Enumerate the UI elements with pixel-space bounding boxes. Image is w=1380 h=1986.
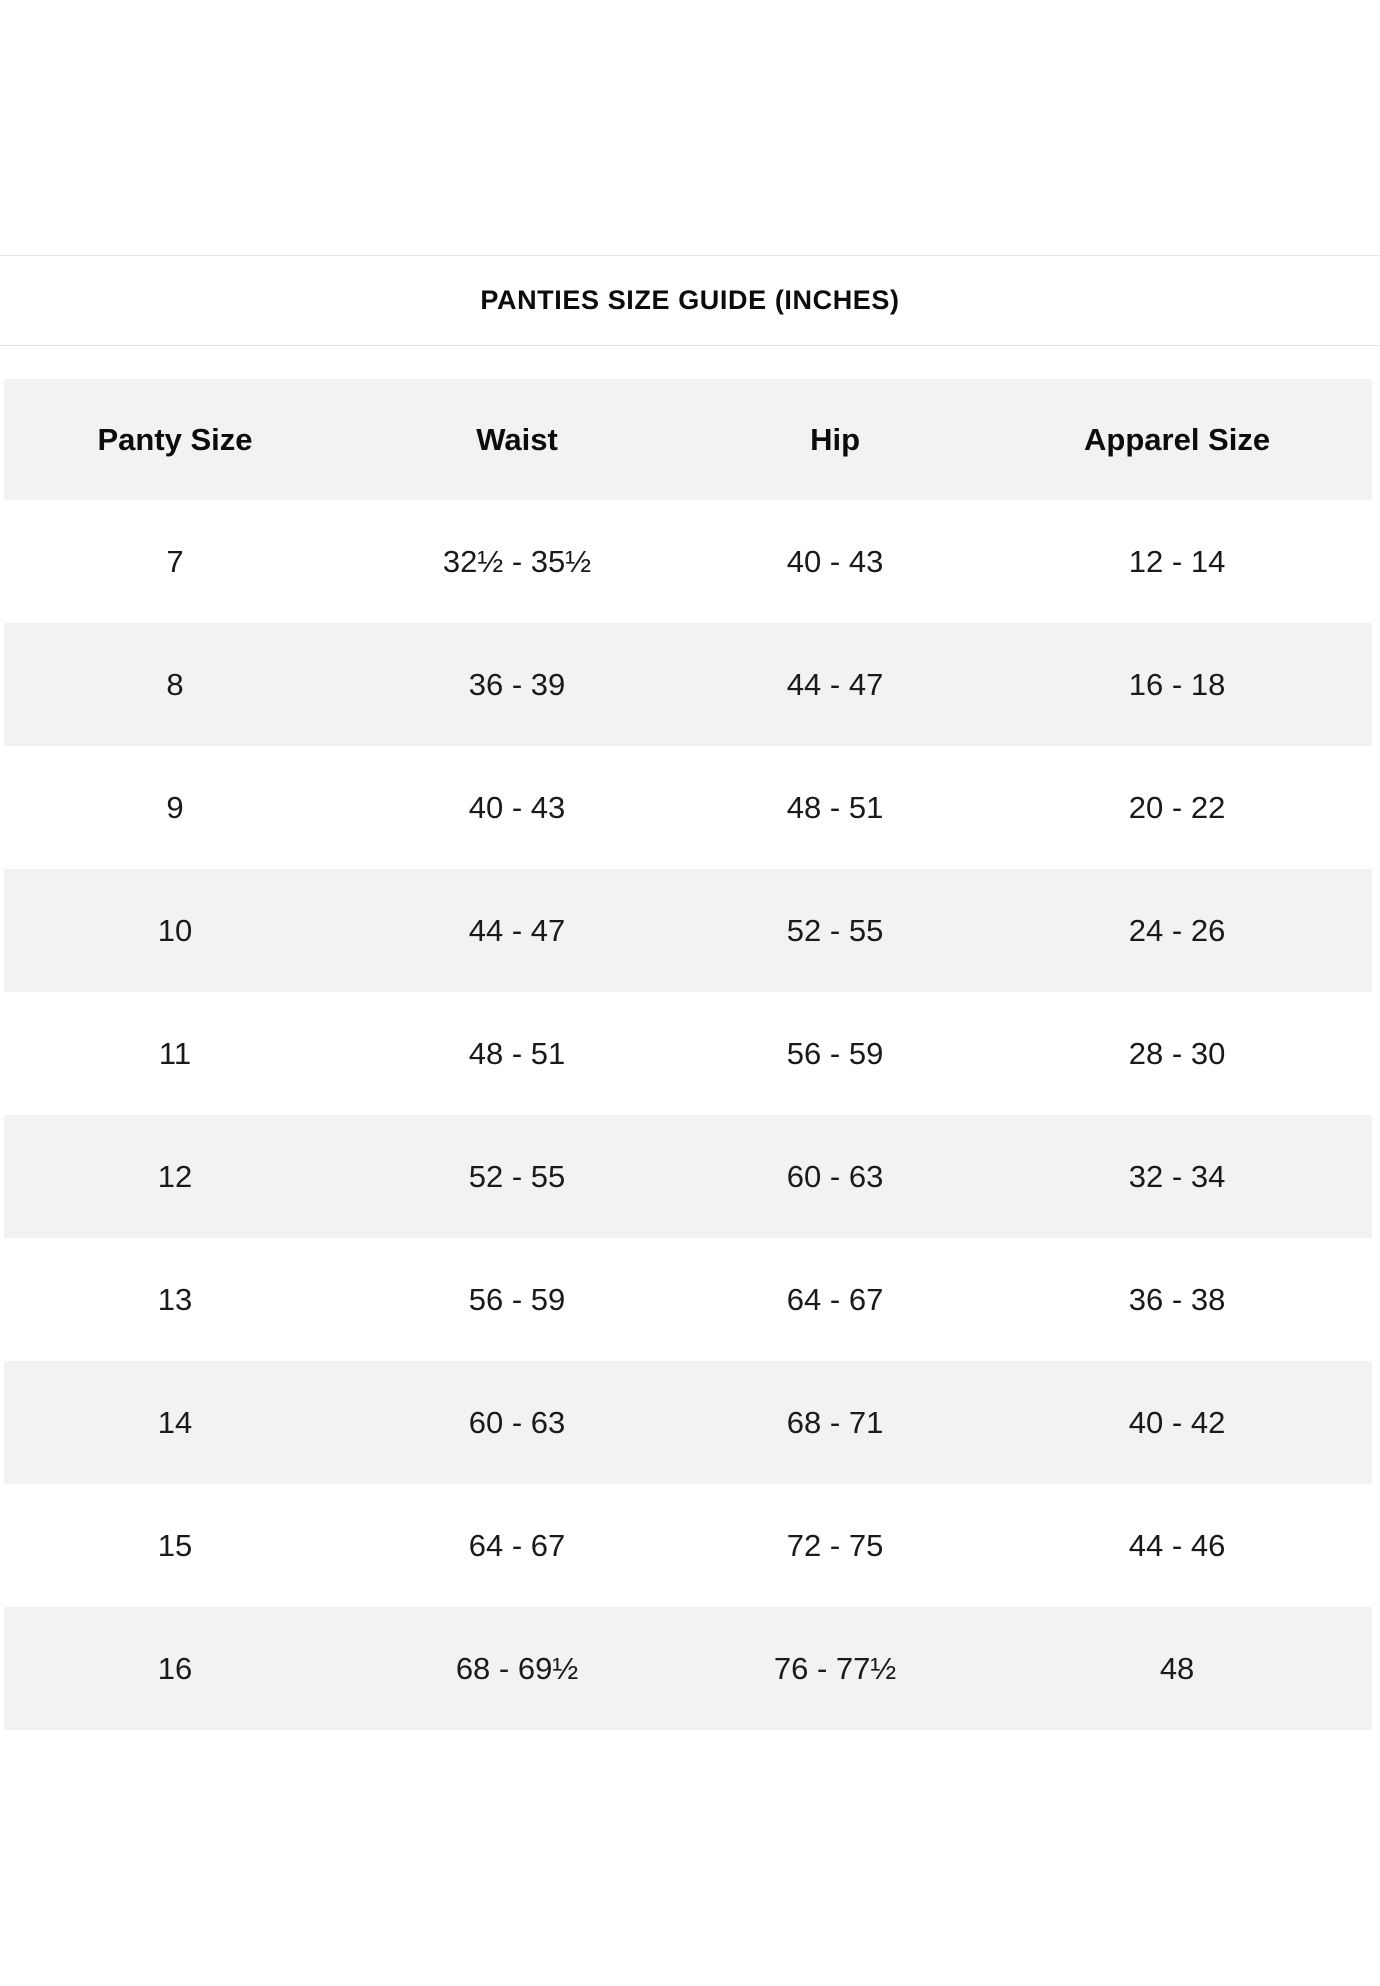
table-cell: 14 <box>4 1361 346 1484</box>
table-cell: 12 - 14 <box>982 500 1372 623</box>
table-row: 12 52 - 55 60 - 63 32 - 34 <box>4 1115 1372 1238</box>
table-cell: 12 <box>4 1115 346 1238</box>
table-cell: 13 <box>4 1238 346 1361</box>
table-cell: 76 - 77½ <box>688 1607 983 1730</box>
table-cell: 56 - 59 <box>346 1238 688 1361</box>
table-cell: 72 - 75 <box>688 1484 983 1607</box>
table-cell: 24 - 26 <box>982 869 1372 992</box>
table-row: 13 56 - 59 64 - 67 36 - 38 <box>4 1238 1372 1361</box>
table-body: 7 32½ - 35½ 40 - 43 12 - 14 8 36 - 39 44 - 47 1… <box>4 500 1372 1730</box>
table-cell: 36 - 39 <box>346 623 688 746</box>
table-cell: 9 <box>4 746 346 869</box>
table-cell: 40 - 43 <box>346 746 688 869</box>
page-title: PANTIES SIZE GUIDE (INCHES) <box>480 285 900 315</box>
table-cell: 44 - 47 <box>688 623 983 746</box>
column-header: Hip <box>688 379 983 500</box>
table-cell: 10 <box>4 869 346 992</box>
table-row: 16 68 - 69½ 76 - 77½ 48 <box>4 1607 1372 1730</box>
table-cell: 8 <box>4 623 346 746</box>
top-whitespace <box>0 0 1380 255</box>
table-row: 11 48 - 51 56 - 59 28 - 30 <box>4 992 1372 1115</box>
table-cell: 68 - 69½ <box>346 1607 688 1730</box>
table-row: 7 32½ - 35½ 40 - 43 12 - 14 <box>4 500 1372 623</box>
table-cell: 48 <box>982 1607 1372 1730</box>
table-cell: 16 - 18 <box>982 623 1372 746</box>
table-row: 10 44 - 47 52 - 55 24 - 26 <box>4 869 1372 992</box>
table-cell: 20 - 22 <box>982 746 1372 869</box>
table-cell: 44 - 46 <box>982 1484 1372 1607</box>
table-cell: 32 - 34 <box>982 1115 1372 1238</box>
table-cell: 40 - 42 <box>982 1361 1372 1484</box>
table-cell: 52 - 55 <box>346 1115 688 1238</box>
table-cell: 11 <box>4 992 346 1115</box>
table-cell: 16 <box>4 1607 346 1730</box>
size-guide-table-wrap: Panty Size Waist Hip Apparel Size 7 32½ - 35… <box>4 379 1372 1730</box>
table-cell: 52 - 55 <box>688 869 983 992</box>
column-header: Panty Size <box>4 379 346 500</box>
size-guide-table: Panty Size Waist Hip Apparel Size 7 32½ - 35… <box>4 379 1372 1730</box>
table-cell: 60 - 63 <box>688 1115 983 1238</box>
column-header: Waist <box>346 379 688 500</box>
table-row: 9 40 - 43 48 - 51 20 - 22 <box>4 746 1372 869</box>
table-cell: 60 - 63 <box>346 1361 688 1484</box>
table-row: 14 60 - 63 68 - 71 40 - 42 <box>4 1361 1372 1484</box>
table-cell: 56 - 59 <box>688 992 983 1115</box>
table-row: 15 64 - 67 72 - 75 44 - 46 <box>4 1484 1372 1607</box>
table-header-row: Panty Size Waist Hip Apparel Size <box>4 379 1372 500</box>
table-cell: 44 - 47 <box>346 869 688 992</box>
table-cell: 68 - 71 <box>688 1361 983 1484</box>
table-cell: 7 <box>4 500 346 623</box>
column-header: Apparel Size <box>982 379 1372 500</box>
table-cell: 48 - 51 <box>688 746 983 869</box>
table-cell: 15 <box>4 1484 346 1607</box>
table-cell: 64 - 67 <box>688 1238 983 1361</box>
table-cell: 28 - 30 <box>982 992 1372 1115</box>
table-row: 8 36 - 39 44 - 47 16 - 18 <box>4 623 1372 746</box>
size-guide-page: PANTIES SIZE GUIDE (INCHES) Panty Size Wa… <box>0 0 1380 1730</box>
table-cell: 32½ - 35½ <box>346 500 688 623</box>
size-guide-title-bar: PANTIES SIZE GUIDE (INCHES) <box>0 255 1380 346</box>
table-cell: 36 - 38 <box>982 1238 1372 1361</box>
table-cell: 48 - 51 <box>346 992 688 1115</box>
table-cell: 40 - 43 <box>688 500 983 623</box>
table-cell: 64 - 67 <box>346 1484 688 1607</box>
